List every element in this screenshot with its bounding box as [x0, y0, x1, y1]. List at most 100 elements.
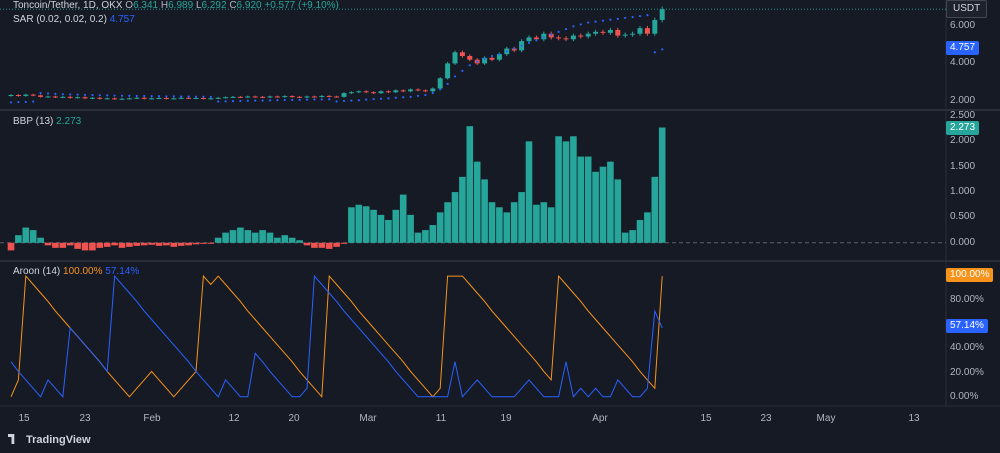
sar-dot: [631, 15, 634, 19]
sar-dot: [165, 95, 168, 98]
sar-dot: [254, 99, 257, 102]
bbp-bar: [200, 242, 207, 244]
candle-body: [615, 30, 621, 36]
candle-body: [578, 35, 584, 37]
sar-dot: [402, 96, 405, 99]
bbp-bar: [274, 237, 281, 243]
candle-body: [134, 97, 140, 99]
sar-dot: [446, 82, 449, 85]
candle-body: [422, 90, 428, 92]
sar-dot: [357, 99, 360, 102]
sar-dot: [106, 94, 109, 97]
bbp-tick: 0.500: [950, 211, 976, 223]
time-tick: 11: [435, 413, 447, 424]
tradingview-logo[interactable]: TradingView: [8, 434, 91, 446]
candle-body: [45, 96, 51, 98]
time-tick: 15: [700, 413, 712, 424]
bbp-bar: [237, 227, 244, 243]
candle-body: [274, 96, 280, 98]
bbp-bar: [599, 166, 607, 243]
bbp-badge: 2.273: [946, 121, 980, 135]
bbp-bar: [111, 242, 118, 246]
sar-dot: [468, 64, 471, 67]
candle-body: [67, 96, 73, 98]
candle-body: [378, 91, 384, 94]
bbp-bar: [177, 242, 185, 246]
sar-dot: [535, 39, 538, 42]
aroon-up-value: 100.00%: [63, 266, 103, 277]
bbp-bar: [318, 242, 326, 248]
candle-body: [112, 98, 118, 100]
close-value: 6.920: [236, 0, 262, 11]
bbp-bar: [140, 242, 148, 246]
candle-body: [415, 89, 421, 91]
time-tick: Feb: [143, 413, 161, 424]
close-label: C: [229, 0, 237, 11]
candle-body: [630, 33, 636, 35]
sar-dot: [409, 95, 412, 98]
sar-dot: [209, 95, 212, 98]
candle-body: [304, 96, 310, 98]
bbp-bar: [570, 136, 577, 243]
bbp-bar: [407, 214, 414, 243]
time-tick: 23: [760, 413, 772, 424]
bbp-bar: [607, 161, 614, 243]
aroon-label: Aroon (14): [13, 266, 61, 277]
sar-dot: [54, 92, 57, 95]
sar-dot: [98, 94, 101, 97]
price-pane: [0, 6, 946, 104]
bbp-bar: [629, 230, 636, 243]
aroon-down-line: [10, 274, 663, 398]
sar-dot: [172, 95, 175, 98]
bbp-bar: [348, 207, 355, 243]
candle-body: [445, 63, 451, 79]
sar-dot: [587, 21, 590, 24]
candle-body: [208, 98, 214, 100]
candle-body: [452, 52, 458, 64]
bbp-bar: [170, 242, 178, 247]
bbp-tick: 2.000: [950, 135, 976, 147]
candle-body: [607, 30, 613, 33]
change-value: +0.577 (+9.10%): [264, 0, 339, 11]
sar-dot: [328, 98, 331, 101]
bbp-bar: [333, 242, 340, 247]
candle-body: [585, 33, 591, 37]
candle-body: [600, 31, 606, 33]
time-tick: 15: [18, 413, 30, 424]
bbp-bar: [7, 242, 15, 251]
bbp-bar: [621, 232, 629, 243]
candle-body: [652, 19, 658, 34]
bbp-bar: [547, 207, 555, 243]
time-tick: Mar: [359, 413, 377, 424]
bbp-bar: [74, 242, 81, 249]
bbp-bar: [392, 209, 400, 243]
candle-body: [193, 97, 199, 99]
candle-body: [334, 96, 340, 98]
bbp-bar: [496, 207, 503, 243]
sar-dot: [439, 88, 442, 91]
open-value: 6.341: [133, 0, 159, 11]
bbp-bar: [259, 230, 266, 243]
candle-body: [348, 92, 354, 94]
sar-dot: [69, 93, 72, 96]
candle-body: [223, 97, 229, 99]
bbp-bar: [636, 219, 644, 243]
candle-body: [408, 89, 414, 92]
candle-body: [482, 57, 488, 64]
sar-badge: 4.757: [946, 41, 980, 55]
sar-dot: [313, 98, 316, 101]
bbp-bar: [192, 242, 200, 245]
sar-dot: [513, 47, 516, 50]
sar-dot: [624, 16, 627, 20]
currency-button[interactable]: USDT: [946, 0, 988, 18]
sar-legend: SAR (0.02, 0.02, 0.2) 4.757: [13, 14, 135, 26]
bbp-bar: [155, 242, 163, 246]
bbp-bar: [481, 179, 488, 243]
bbp-bar: [451, 192, 459, 243]
candle-body: [385, 91, 391, 93]
sar-dot: [476, 60, 479, 63]
sar-dot: [424, 93, 427, 97]
candle-body: [260, 96, 266, 98]
candle-body: [141, 97, 147, 99]
